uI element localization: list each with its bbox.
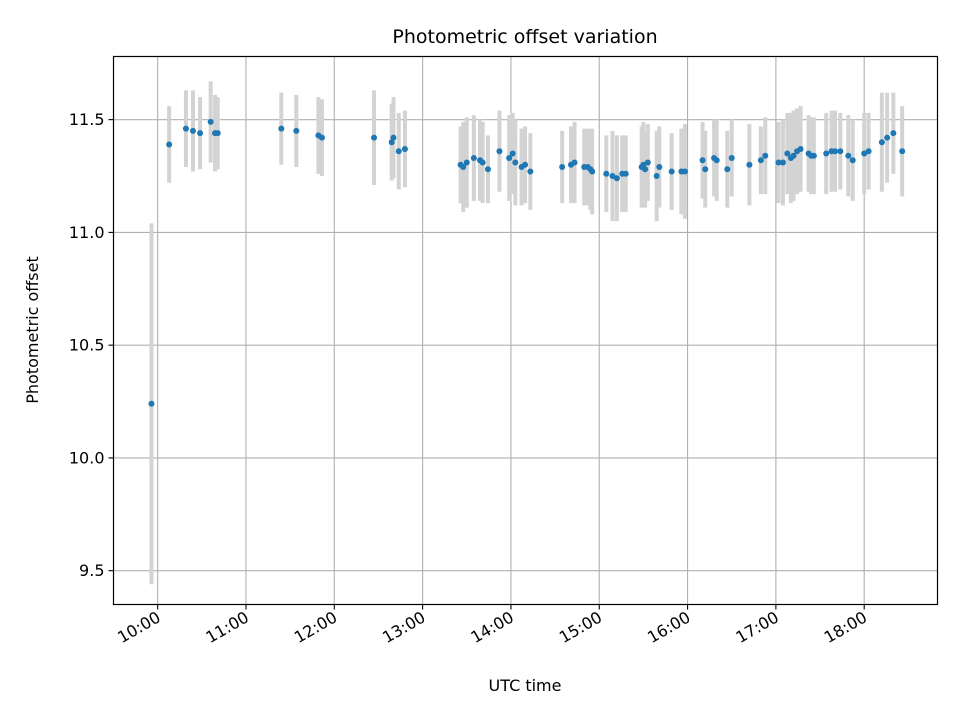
data-point <box>797 145 804 152</box>
data-point <box>642 166 649 173</box>
x-axis-label: UTC time <box>489 676 562 695</box>
data-point <box>865 148 872 155</box>
chart-title: Photometric offset variation <box>392 26 657 48</box>
y-axis: 9.5 10.0 10.5 11.0 11.5 <box>69 110 114 580</box>
data-point <box>699 157 706 164</box>
data-point <box>762 152 769 159</box>
y-tick-label: 11.5 <box>69 110 105 129</box>
y-tick-label: 10.0 <box>69 448 105 467</box>
data-point <box>559 164 566 171</box>
data-point <box>395 148 402 155</box>
data-point <box>613 175 620 182</box>
data-point <box>784 150 791 157</box>
data-point <box>401 145 408 152</box>
data-point <box>571 159 578 166</box>
data-point <box>757 157 764 164</box>
data-point <box>463 159 470 166</box>
data-point <box>890 130 897 137</box>
data-point <box>861 150 868 157</box>
data-point <box>746 161 753 168</box>
data-point <box>506 154 513 161</box>
data-point <box>644 159 651 166</box>
data-point <box>182 125 189 132</box>
data-point <box>668 168 675 175</box>
data-point <box>512 159 519 166</box>
data-point <box>166 141 173 148</box>
data-point <box>214 130 221 137</box>
data-point <box>622 170 629 177</box>
data-point <box>390 134 397 141</box>
data-point <box>702 166 709 173</box>
data-point <box>293 127 300 134</box>
data-point <box>522 161 529 168</box>
data-point <box>832 148 839 155</box>
data-point <box>878 139 885 146</box>
data-point <box>603 170 610 177</box>
y-axis-label: Photometric offset <box>23 256 42 404</box>
data-point <box>278 125 285 132</box>
data-point <box>724 166 731 173</box>
data-point <box>779 159 786 166</box>
data-point <box>713 157 720 164</box>
data-point <box>728 154 735 161</box>
data-point <box>371 134 378 141</box>
data-point <box>197 130 204 137</box>
data-point <box>884 134 891 141</box>
data-point <box>810 152 817 159</box>
points <box>148 118 906 407</box>
data-point <box>589 168 596 175</box>
data-point <box>849 157 856 164</box>
data-point <box>479 159 486 166</box>
data-point <box>460 164 467 171</box>
data-point <box>790 152 797 159</box>
data-point <box>148 400 155 407</box>
data-point <box>509 150 516 157</box>
y-tick-label: 9.5 <box>79 561 104 580</box>
data-point <box>609 173 616 180</box>
data-point <box>484 166 491 173</box>
data-point <box>318 134 325 141</box>
data-point <box>470 154 477 161</box>
data-point <box>640 161 647 168</box>
data-point <box>496 148 503 155</box>
data-point <box>837 148 844 155</box>
data-point <box>681 168 688 175</box>
data-point <box>775 159 782 166</box>
plot-frame <box>112 55 939 606</box>
data-point <box>823 150 830 157</box>
data-point <box>845 152 852 159</box>
y-tick-label: 10.5 <box>69 336 105 355</box>
data-point <box>899 148 906 155</box>
data-point <box>527 168 534 175</box>
data-point <box>653 173 660 180</box>
data-point <box>388 139 395 146</box>
data-point <box>207 118 214 125</box>
data-point <box>189 127 196 134</box>
y-tick-label: 11.0 <box>69 223 105 242</box>
data-point <box>656 164 663 171</box>
